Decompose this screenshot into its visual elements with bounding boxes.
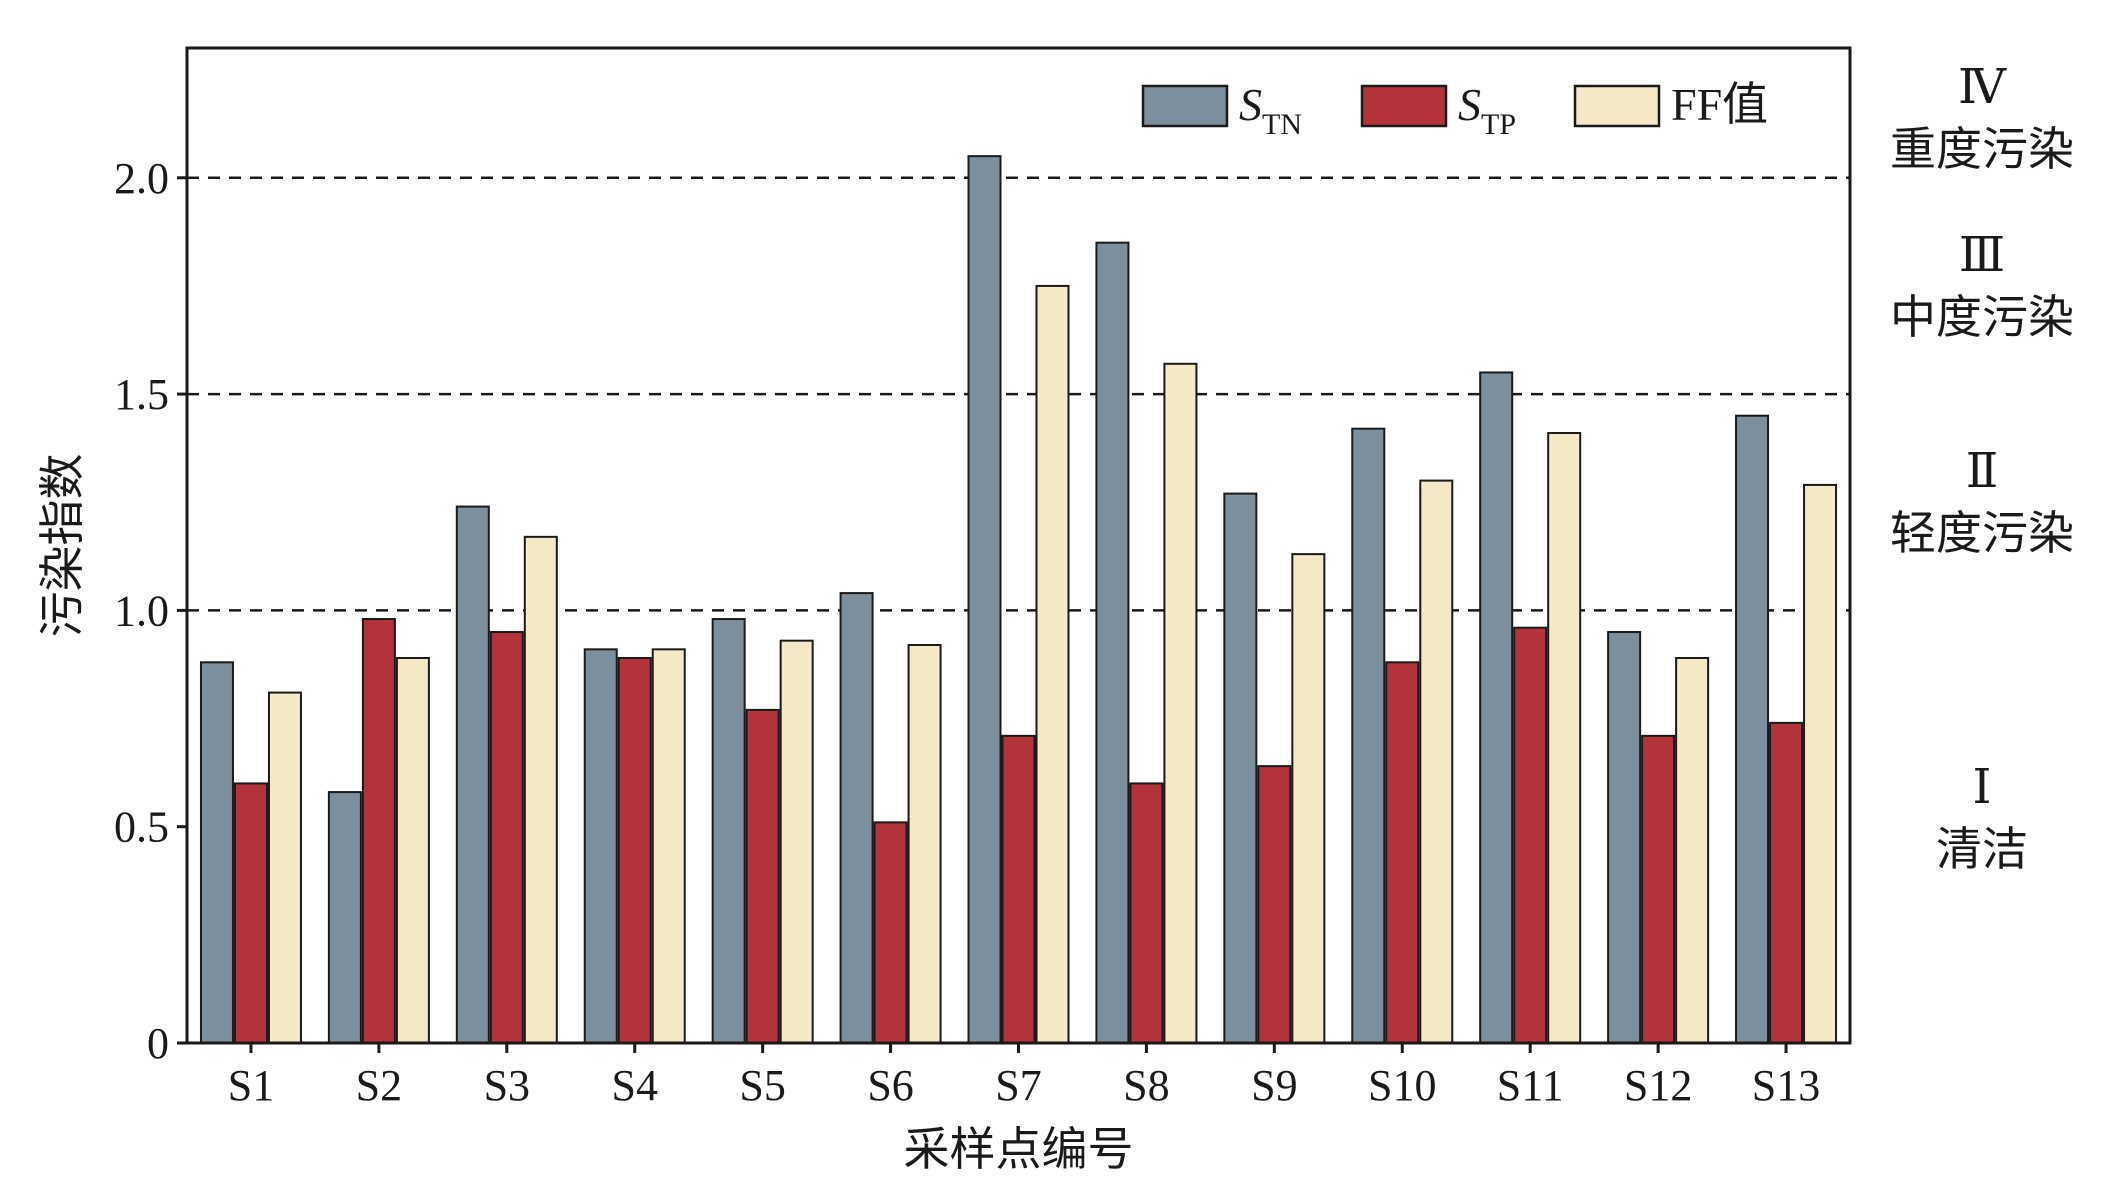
x-tick-label: S11 [1497, 1061, 1564, 1110]
bars-group [199, 155, 1838, 1045]
legend-label: FF值 [1671, 79, 1768, 130]
legend: STN STP FF值 [1141, 79, 1768, 141]
x-axis-title: 采样点编号 [904, 1122, 1134, 1176]
bar-S4-2 [617, 656, 652, 1044]
bar-S6-3 [907, 644, 942, 1044]
bar-S5-1 [711, 618, 746, 1044]
bar-S6-2 [873, 821, 908, 1044]
x-tick-label: S5 [739, 1061, 785, 1110]
bar-S2-2 [361, 618, 396, 1044]
x-tick-label: S9 [1251, 1061, 1297, 1110]
bar-S2-3 [395, 656, 430, 1044]
y-axis: 0 0.5 1.0 1.5 2.0 [114, 154, 187, 1068]
x-axis: S1 S2 S3 S4 S5 S6 S7 S8 S9 S10 S11 S12 S13 [228, 1043, 1820, 1110]
zone-level: Ⅳ [1958, 61, 2007, 114]
bar-S5-3 [779, 639, 814, 1044]
bar-S13-3 [1803, 483, 1838, 1045]
bar-S11-3 [1547, 432, 1582, 1044]
x-tick-label: S7 [995, 1061, 1041, 1110]
x-tick-label: S12 [1624, 1061, 1692, 1110]
x-tick-label: S4 [611, 1061, 657, 1110]
bar-S1-3 [267, 691, 302, 1045]
bar-S6-1 [839, 592, 874, 1045]
threshold-lines [187, 176, 1850, 612]
zone-label: 中度污染 [1890, 290, 2074, 344]
pollution-zone-labels: Ⅳ 重度污染 Ⅲ 中度污染 Ⅱ 轻度污染 Ⅰ 清洁 [1890, 61, 2074, 876]
bar-S7-2 [1001, 734, 1036, 1044]
zone-label: 轻度污染 [1890, 506, 2074, 560]
y-axis-title: 污染指数 [35, 454, 89, 638]
x-tick-label: S13 [1752, 1061, 1820, 1110]
legend-swatch [1573, 84, 1661, 128]
bar-S4-3 [651, 648, 686, 1045]
bar-S1-1 [199, 661, 234, 1044]
zone-level: Ⅰ [1973, 761, 1992, 814]
legend-swatch [1141, 84, 1229, 128]
bar-S12-2 [1641, 734, 1676, 1044]
bar-S10-2 [1385, 661, 1420, 1044]
bar-S13-2 [1769, 721, 1804, 1044]
x-tick-label: S8 [1123, 1061, 1169, 1110]
bar-S12-1 [1607, 631, 1642, 1044]
bar-S5-2 [745, 708, 780, 1044]
bar-S11-2 [1513, 626, 1548, 1045]
bar-S11-1 [1479, 371, 1514, 1044]
x-tick-label: S6 [867, 1061, 913, 1110]
y-tick-label: 1.5 [114, 370, 169, 419]
y-tick-label: 0 [147, 1019, 169, 1068]
bar-S9-2 [1257, 765, 1292, 1044]
x-tick-label: S3 [484, 1061, 530, 1110]
bar-S10-1 [1351, 427, 1386, 1044]
y-tick-label: 1.0 [114, 586, 169, 635]
bar-S9-3 [1291, 553, 1326, 1044]
bar-S3-3 [523, 535, 558, 1044]
x-tick-label: S10 [1368, 1061, 1436, 1110]
bar-S12-3 [1675, 656, 1710, 1044]
legend-label: STN [1239, 79, 1302, 141]
zone-label: 清洁 [1936, 822, 2028, 876]
bar-S3-1 [455, 505, 490, 1044]
bar-S4-1 [583, 648, 618, 1045]
bar-S13-1 [1735, 414, 1770, 1044]
legend-label: STP [1458, 79, 1516, 141]
x-tick-label: S1 [228, 1061, 274, 1110]
bar-S3-2 [489, 631, 524, 1044]
x-tick-label: S2 [356, 1061, 402, 1110]
bar-S7-3 [1035, 284, 1070, 1045]
bar-S2-1 [327, 791, 362, 1045]
bar-S8-2 [1129, 782, 1164, 1044]
zone-level: Ⅱ [1966, 445, 1999, 498]
bar-S8-3 [1163, 362, 1198, 1045]
zone-label: 重度污染 [1890, 122, 2074, 176]
bar-S1-2 [233, 782, 268, 1044]
y-tick-label: 2.0 [114, 154, 169, 203]
bar-S10-3 [1419, 479, 1454, 1044]
bar-S8-1 [1095, 241, 1130, 1045]
y-tick-label: 0.5 [114, 803, 169, 852]
legend-swatch [1360, 84, 1448, 128]
zone-level: Ⅲ [1959, 229, 2005, 282]
bar-S7-1 [967, 155, 1002, 1045]
bar-S9-1 [1223, 492, 1258, 1044]
